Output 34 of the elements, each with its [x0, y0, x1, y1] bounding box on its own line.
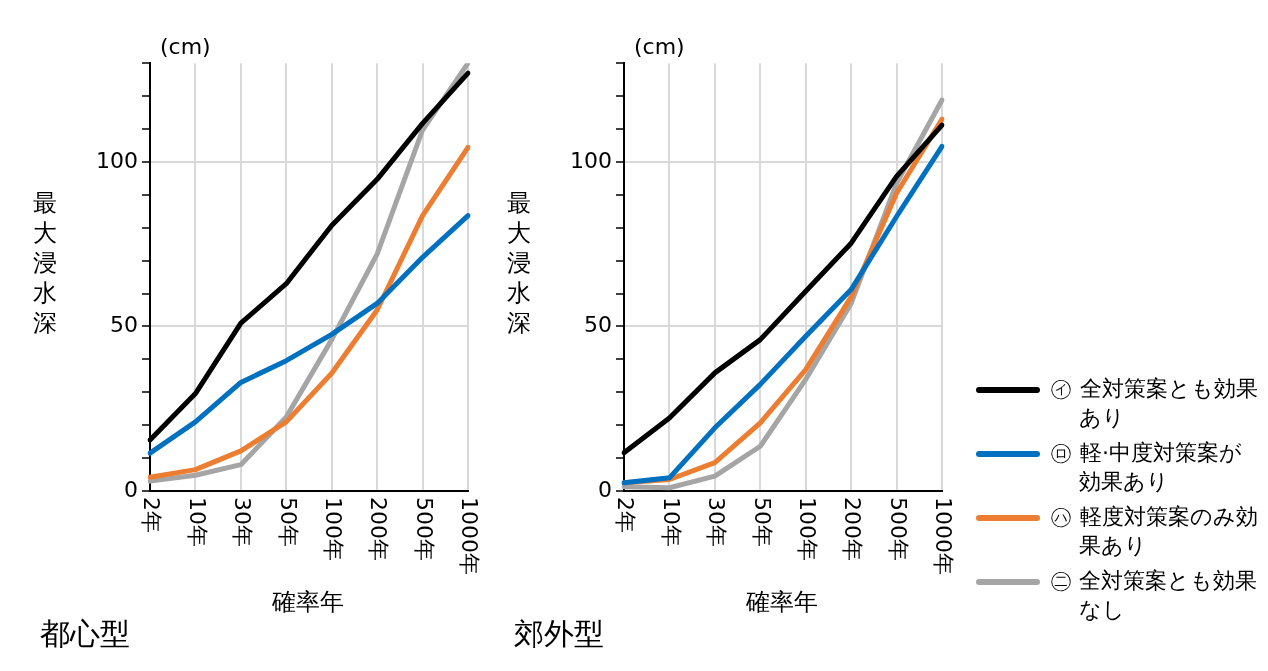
y-tick-label: 100 — [96, 147, 138, 173]
x-tick-label: 200年 — [366, 497, 392, 561]
y-tick-label: 0 — [124, 476, 138, 502]
x-axis-title: 確率年 — [745, 587, 819, 618]
y-axis-title: 最大浸水深 — [506, 188, 532, 338]
legend-label: ㋺ 軽·中度対策案が効果あり — [1050, 439, 1243, 496]
text: 郊外型 — [514, 615, 604, 653]
x-tick-label: 1000年 — [457, 497, 483, 575]
x-tick-label: 200年 — [840, 497, 866, 561]
x-tick-label: 100年 — [321, 497, 346, 561]
x-tick-label: 500年 — [885, 497, 911, 561]
y-tick-label: 50 — [110, 312, 138, 338]
x-tick-label: 1000年 — [931, 497, 957, 575]
x-tick-label: 50年 — [749, 497, 775, 547]
y-tick-label: 100 — [570, 147, 612, 173]
legend-label: ㊁ 全対策案とも効果なし — [1050, 567, 1258, 624]
y-axis-title: 最大浸水深 — [32, 188, 58, 338]
x-tick-label: 100年 — [795, 497, 820, 561]
x-tick-label: 50年 — [275, 497, 301, 547]
x-tick-label: 30年 — [230, 497, 256, 547]
legend-label: ㋩ 軽度対策案のみ効果あり — [1050, 503, 1259, 560]
y-tick-label: 0 — [598, 476, 612, 502]
text: 都心型 — [40, 615, 130, 653]
legend-label: ㋑ 全対策案とも効果あり — [1050, 375, 1259, 432]
x-tick-label: 2年 — [139, 497, 165, 533]
x-tick-label: 10年 — [658, 497, 684, 547]
x-axis-title: 確率年 — [271, 587, 345, 618]
x-tick-label: 10年 — [184, 497, 210, 547]
x-tick-label: 30年 — [704, 497, 730, 547]
y-tick-label: 50 — [584, 312, 612, 338]
x-tick-label: 500年 — [411, 497, 437, 561]
text: (cm) — [634, 34, 685, 59]
x-tick-label: 2年 — [613, 497, 639, 533]
text: (cm) — [160, 34, 211, 59]
